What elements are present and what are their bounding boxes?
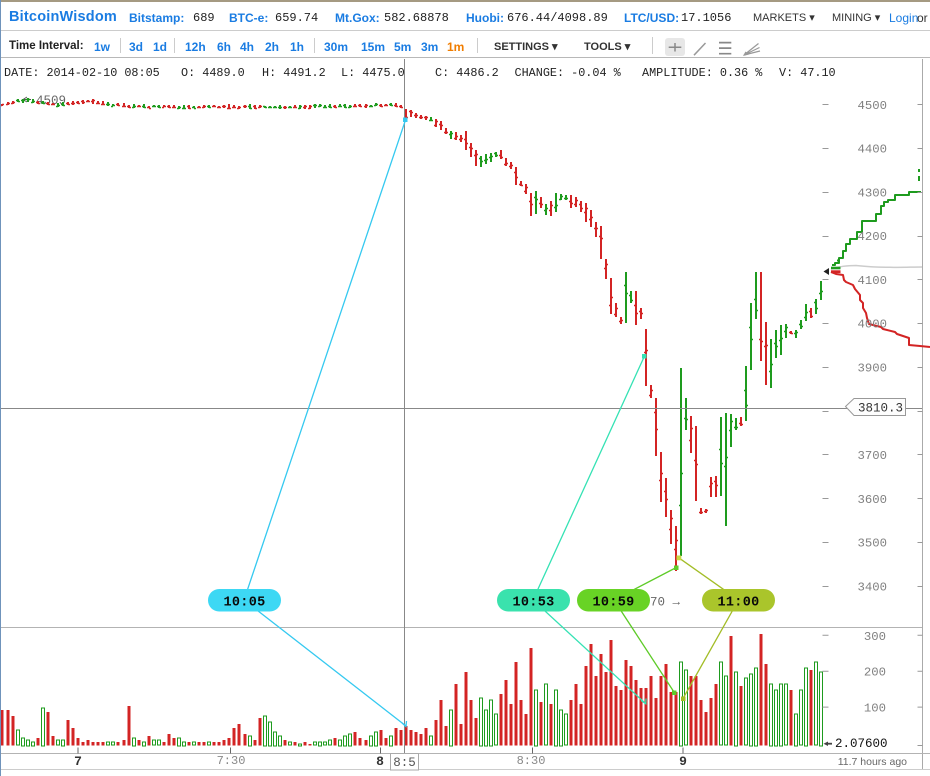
svg-text:70 →: 70 →: [650, 596, 681, 610]
svg-text:9: 9: [679, 754, 687, 769]
svg-text:L: 4475.0: L: 4475.0: [341, 66, 405, 80]
svg-text:3810.3: 3810.3: [858, 402, 903, 416]
svg-text:300: 300: [864, 630, 886, 644]
svg-text:4500: 4500: [857, 99, 887, 113]
svg-text:11:00: 11:00: [717, 596, 759, 611]
svg-text:3600: 3600: [857, 493, 887, 507]
svg-text:100: 100: [864, 702, 886, 716]
svg-text:7: 7: [74, 754, 82, 769]
svg-text:DATE: 2014-02-10 08:05: DATE: 2014-02-10 08:05: [4, 66, 160, 80]
svg-text:H: 4491.2: H: 4491.2: [262, 66, 326, 80]
svg-text:4200: 4200: [857, 230, 887, 244]
svg-text:10:53: 10:53: [512, 596, 554, 611]
svg-text:CHANGE: -0.04 %: CHANGE: -0.04 %: [515, 66, 622, 80]
svg-text:4100: 4100: [857, 274, 887, 288]
svg-text:C: 4486.2: C: 4486.2: [435, 66, 499, 80]
svg-text:7:30: 7:30: [217, 754, 246, 768]
svg-text:10:05: 10:05: [223, 596, 265, 611]
svg-text:4400: 4400: [857, 143, 887, 157]
svg-text:3700: 3700: [857, 449, 887, 463]
svg-text:4300: 4300: [857, 186, 887, 200]
svg-text:8:30: 8:30: [517, 754, 546, 768]
svg-text:3400: 3400: [857, 580, 887, 594]
svg-text:4000: 4000: [857, 318, 887, 332]
svg-text:2.07600: 2.07600: [835, 737, 888, 751]
svg-text:10:59: 10:59: [592, 596, 634, 611]
svg-text:3500: 3500: [857, 537, 887, 551]
svg-text:V: 47.10: V: 47.10: [779, 66, 836, 80]
svg-text:11.7 hours ago: 11.7 hours ago: [838, 756, 907, 768]
svg-text:200: 200: [864, 666, 886, 680]
svg-text:3900: 3900: [857, 361, 887, 375]
svg-text:AMPLITUDE: 0.36 %: AMPLITUDE: 0.36 %: [642, 66, 763, 80]
svg-text:8:5: 8:5: [393, 756, 416, 770]
svg-text:O: 4489.0: O: 4489.0: [181, 66, 245, 80]
svg-text:8: 8: [376, 754, 384, 769]
svg-text:4509: 4509: [36, 94, 66, 108]
